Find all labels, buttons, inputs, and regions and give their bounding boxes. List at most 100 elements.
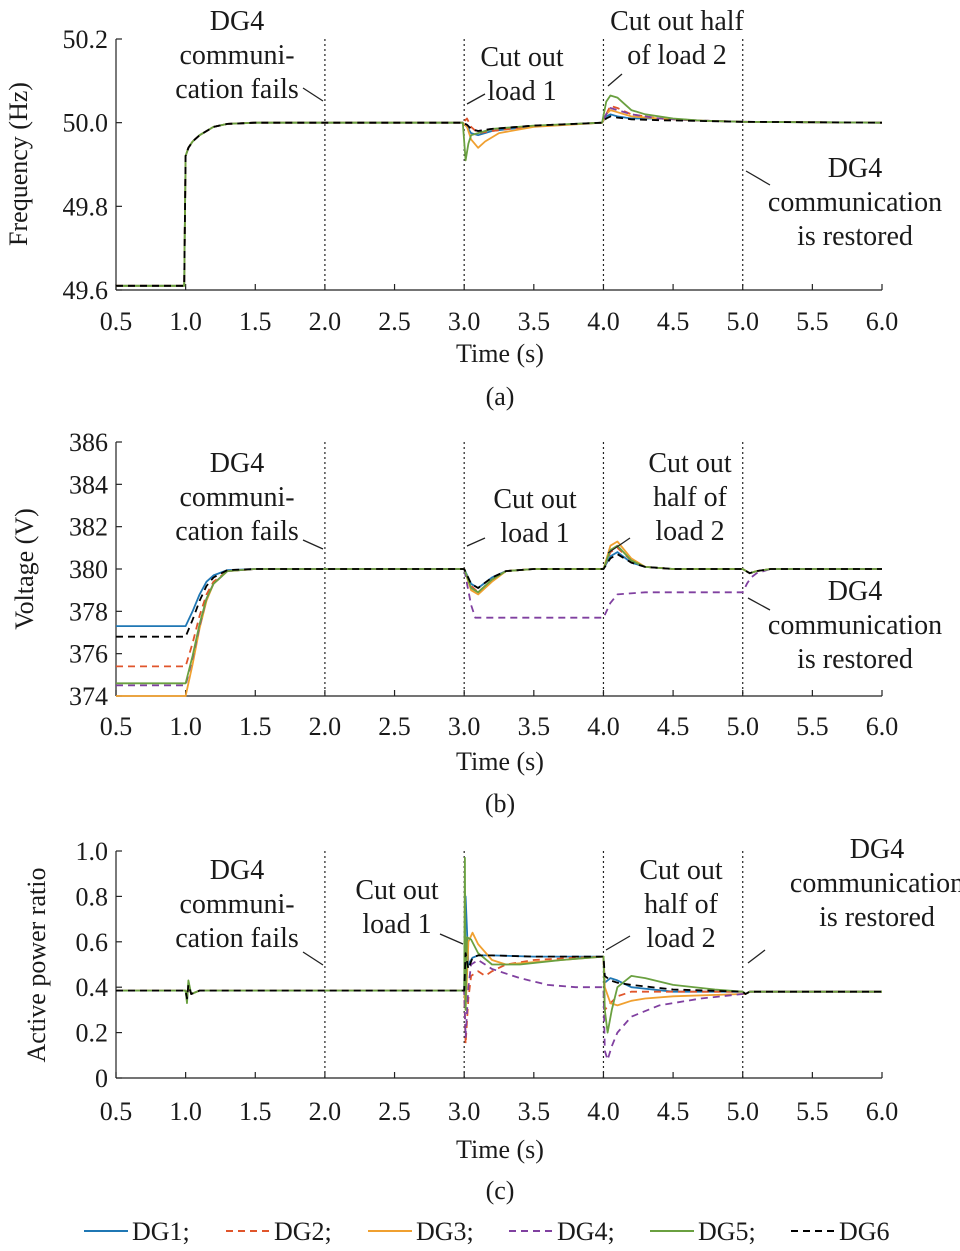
legend-label: DG2; [274,1217,332,1246]
annotation-leader [466,537,486,547]
x-tick-label: 1.5 [239,307,272,336]
series-line-dg6 [116,115,882,287]
x-tick-label: 1.0 [169,712,202,741]
x-tick-label: 0.5 [100,1097,133,1126]
y-tick-label: 0.4 [76,973,109,1002]
y-tick-label: 0.8 [76,882,109,911]
y-tick-label: 384 [69,470,108,499]
x-tick-label: 0.5 [100,307,133,336]
legend-item: DG3; [368,1217,474,1246]
panel-label-c: (c) [486,1176,515,1205]
x-tick-label: 6.0 [866,1097,899,1126]
annotation-leader [466,93,486,105]
legend-item: DG2; [226,1217,332,1246]
annotation: DG4 communication is restored [790,834,960,933]
y-tick-label: 0.2 [76,1019,109,1048]
x-tick-label: 2.5 [378,307,411,336]
x-tick-label: 4.0 [587,307,620,336]
annotation-leader [302,951,324,966]
x-tick-label: 2.5 [378,712,411,741]
series-line-dg5 [116,856,882,1034]
panel-label-a: (a) [486,382,515,411]
series-group [116,540,882,697]
x-tick-label: 2.0 [309,307,342,336]
series-line-dg2 [116,546,882,668]
series-line-dg6 [116,553,882,638]
x-tick-label: 4.0 [587,712,620,741]
series-line-dg2 [116,105,882,287]
x-tick-label: 5.0 [726,712,759,741]
x-tick-label: 3.5 [518,1097,551,1126]
x-tick-label: 5.0 [726,1097,759,1126]
annotation-leader [605,935,631,951]
x-tick-label: 4.5 [657,712,690,741]
x-tick-label: 6.0 [866,712,899,741]
x-tick-label: 3.5 [518,307,551,336]
annotation-leader [745,170,771,186]
x-tick-label: 4.0 [587,1097,620,1126]
annotation-leader [302,87,324,102]
y-tick-label: 50.0 [63,109,109,138]
annotation: Cut out load 1 [355,875,438,940]
series-line-dg6 [116,952,882,1000]
x-tick-label: 4.5 [657,307,690,336]
panel-a-frequency: Frequency (Hz) Time (s) (a) 0.5 1.0 1.5 2.0… [4,6,942,411]
annotation: DG4 communication is restored [768,576,942,675]
series-line-dg5 [116,544,882,685]
x-tick-label: 3.0 [448,307,481,336]
y-axis-label-frequency: Frequency (Hz) [4,82,33,246]
x-tick-label: 4.5 [657,1097,690,1126]
x-tick-label: 1.5 [239,1097,272,1126]
x-tick-label: 2.0 [309,712,342,741]
annotation-leader [607,73,623,87]
x-axis-label-c: Time (s) [456,1135,544,1164]
annotation: DG4 communication is restored [768,153,942,252]
series-group [116,856,882,1061]
legend-item: DG1; [84,1217,190,1246]
x-tick-label: 5.5 [796,712,829,741]
y-axis-label-active-power: Active power ratio [22,868,51,1063]
x-tick-label: 1.0 [169,1097,202,1126]
y-tick-label: 380 [69,555,108,584]
x-tick-label: 2.5 [378,1097,411,1126]
legend-label: DG3; [416,1217,474,1246]
y-tick-label: 378 [69,597,108,626]
legend: DG1; DG2; DG3; DG4; DG5; DG6 [84,1217,890,1246]
legend-label: DG4; [557,1217,615,1246]
annotation-leader [747,949,766,964]
x-tick-label: 3.0 [448,712,481,741]
y-tick-label: 0 [95,1064,108,1093]
annotation-leader [607,537,631,554]
x-tick-label: 3.5 [518,712,551,741]
annotation: DG4 communi-cation fails [175,448,299,547]
y-tick-label: 49.6 [63,276,109,305]
x-tick-label: 2.0 [309,1097,342,1126]
x-axis-label-b: Time (s) [456,747,544,776]
panel-c-active-power: Active power ratio Time (s) (c) 0.5 1.0 1.… [22,834,960,1205]
annotation: Cut out half of load 2 [610,6,744,71]
legend-item: DG6 [791,1217,890,1246]
x-tick-label: 5.0 [726,307,759,336]
y-axis-label-voltage: Voltage (V) [10,508,39,630]
x-tick-label: 1.0 [169,307,202,336]
y-tick-label: 376 [69,640,108,669]
annotation: Cut out load 1 [480,42,563,107]
annotation-leader [302,539,324,550]
x-axis-label-a: Time (s) [456,339,544,368]
y-tick-label: 386 [69,428,108,457]
series-line-dg2 [116,955,882,1045]
y-tick-label: 382 [69,513,108,542]
panel-b-voltage: Voltage (V) Time (s) (b) 0.5 1.0 1.5 2.0 2.5… [10,428,942,818]
annotation: DG4 communi-cation fails [175,855,299,954]
y-tick-label: 49.8 [63,192,109,221]
annotation: Cut out half of load 2 [648,448,731,547]
series-group [116,94,882,287]
x-tick-label: 5.5 [796,1097,829,1126]
y-tick-label: 50.2 [63,25,109,54]
x-tick-label: 0.5 [100,712,133,741]
annotation: Cut out load 1 [493,484,576,549]
panel-label-b: (b) [485,789,515,818]
series-line-dg4 [116,959,882,1061]
annotation: DG4 communi-cation fails [175,6,299,105]
